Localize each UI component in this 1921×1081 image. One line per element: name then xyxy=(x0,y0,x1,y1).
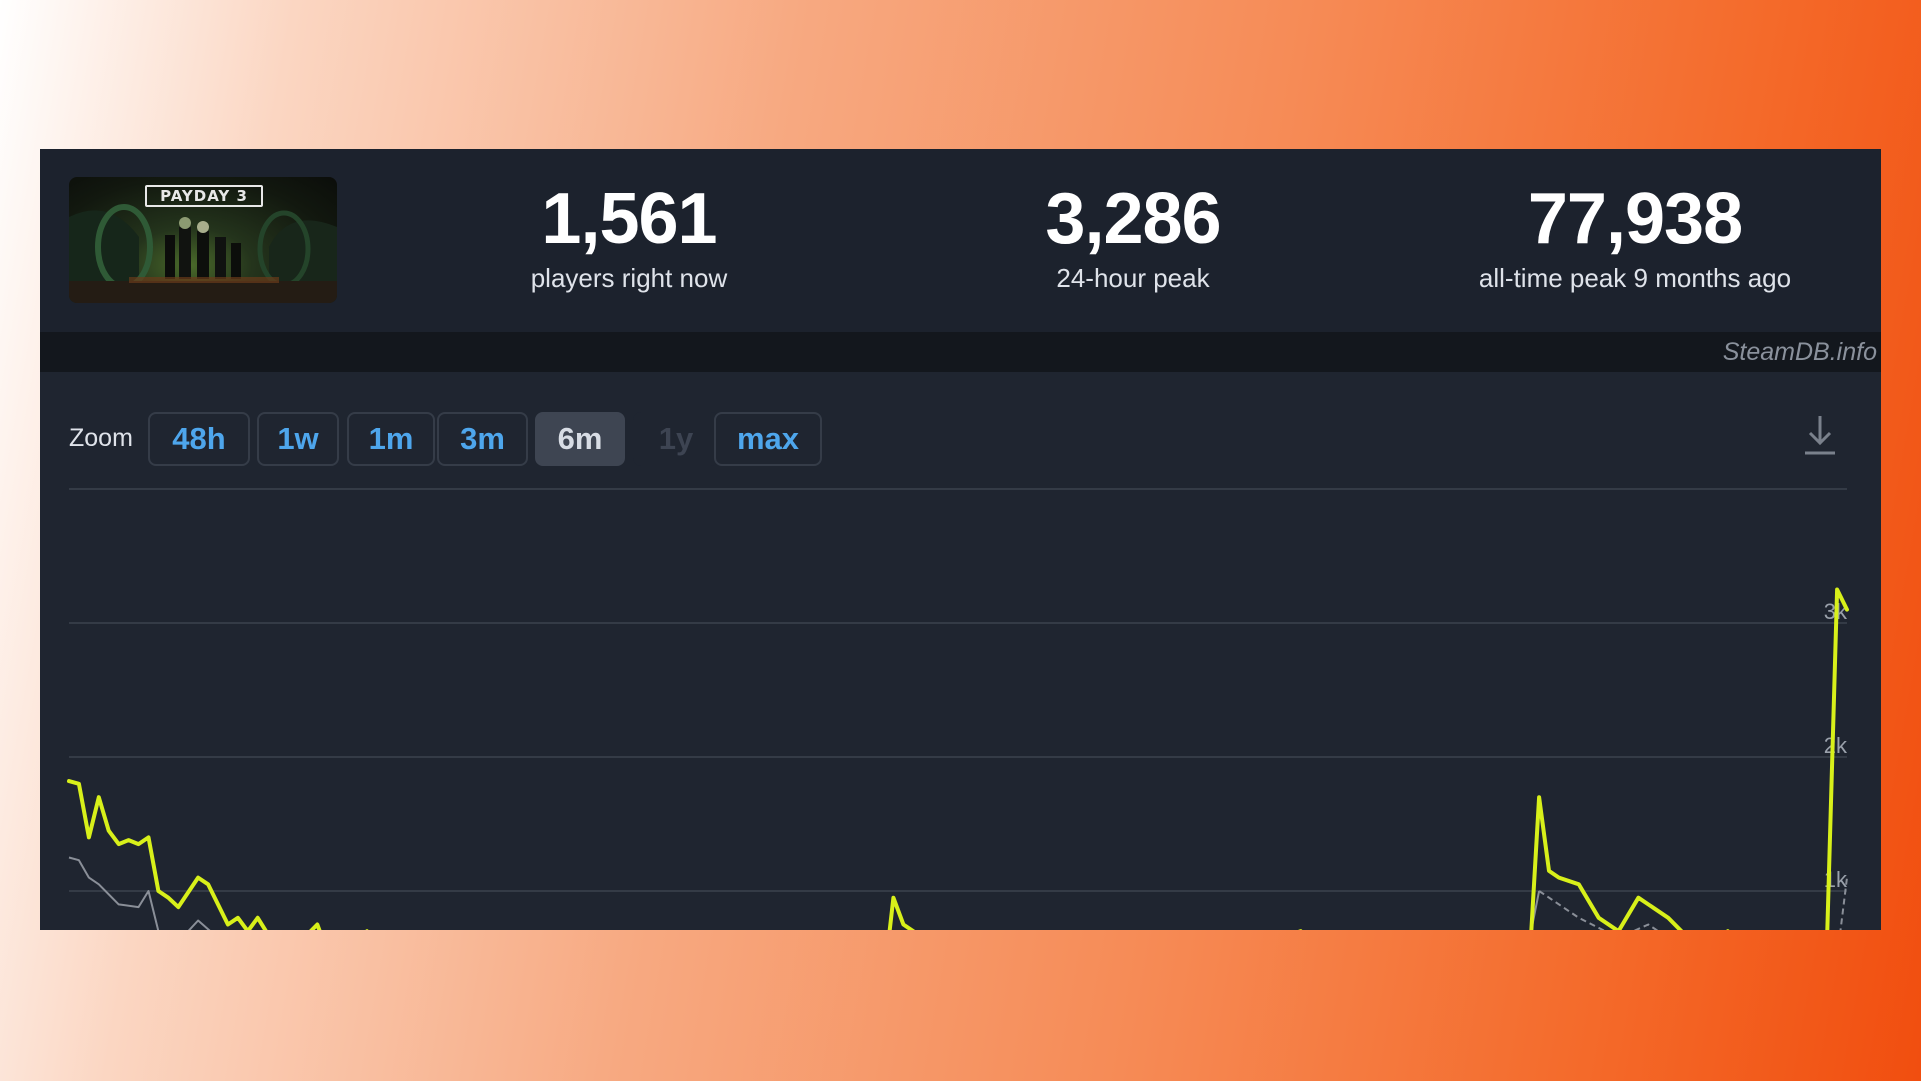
zoom-button-6m[interactable]: 6m xyxy=(535,412,625,466)
zoom-button-48h[interactable]: 48h xyxy=(148,412,250,466)
zoom-button-max[interactable]: max xyxy=(714,412,822,466)
series-line-average xyxy=(68,856,1541,930)
series-line-players xyxy=(67,587,1849,930)
player-stats-panel: PAYDAY 3 1,561 players right now 3,286 2… xyxy=(40,149,1881,930)
steamdb-credit[interactable]: SteamDB.info xyxy=(1722,338,1877,366)
chart-area: Zoom 48h 1w 1m 3m 6m 1y max 01k2k3k8 Jan… xyxy=(40,372,1881,930)
series-line-average-dashed xyxy=(1538,877,1848,930)
credit-bar: SteamDB.info xyxy=(40,332,1881,372)
stats-header: PAYDAY 3 1,561 players right now 3,286 2… xyxy=(40,149,1881,332)
game-logo: PAYDAY 3 xyxy=(145,185,263,207)
zoom-button-3m[interactable]: 3m xyxy=(437,412,528,466)
game-capsule-image[interactable]: PAYDAY 3 xyxy=(69,177,337,303)
y-tick-label: 2k xyxy=(1824,733,1848,758)
stat-label: 24-hour peak xyxy=(1056,263,1210,293)
download-icon[interactable] xyxy=(1802,413,1838,457)
zoom-button-1m[interactable]: 1m xyxy=(347,412,435,466)
zoom-label: Zoom xyxy=(69,424,133,452)
stat-value: 77,938 xyxy=(1527,179,1743,259)
stat-label: all-time peak 9 months ago xyxy=(1478,263,1792,293)
stat-all-time-peak: 77,938 all-time peak 9 months ago xyxy=(1400,177,1870,293)
zoom-button-1y: 1y xyxy=(633,412,719,466)
stat-value: 1,561 xyxy=(541,179,717,259)
stat-value: 3,286 xyxy=(1045,179,1221,259)
stat-24h-peak: 3,286 24-hour peak xyxy=(973,177,1293,293)
player-count-chart[interactable]: 01k2k3k8 Jan22 Jan5 Feb19 Feb4 Mar18 Mar… xyxy=(40,372,1881,930)
stat-current-players: 1,561 players right now xyxy=(469,177,789,293)
zoom-button-1w[interactable]: 1w xyxy=(257,412,339,466)
stat-label: players right now xyxy=(530,263,728,293)
game-artwork xyxy=(69,204,337,303)
